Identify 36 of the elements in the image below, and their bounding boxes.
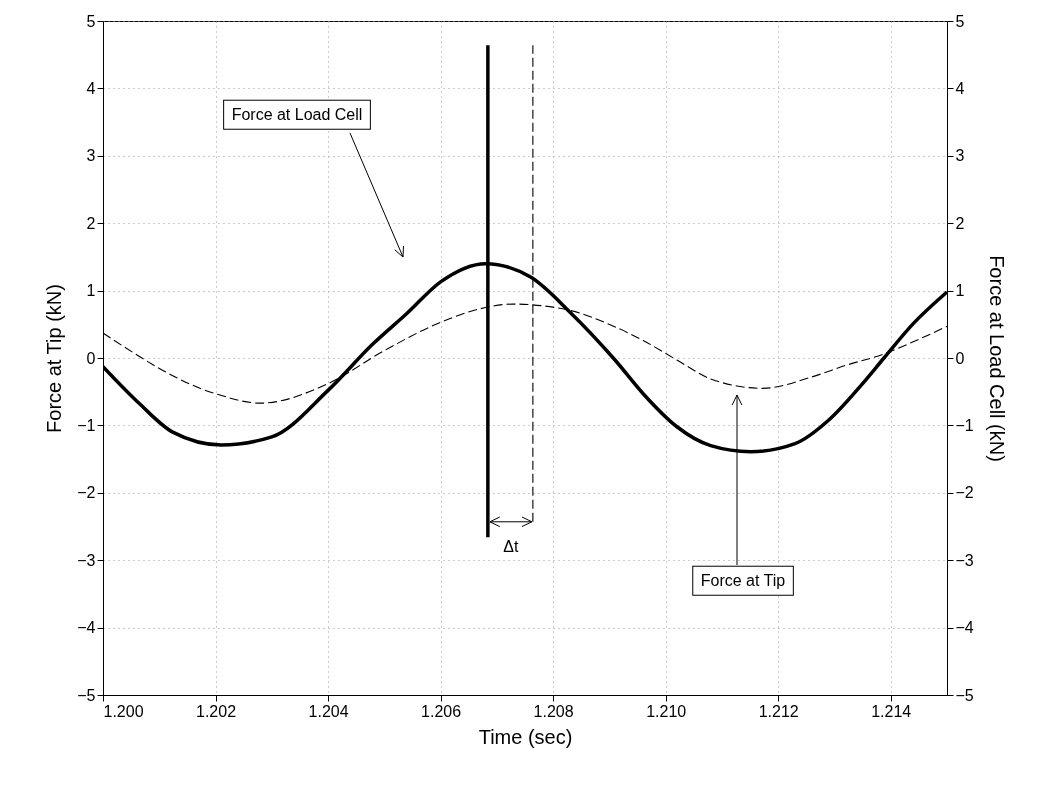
y-tick-label: 1	[86, 282, 96, 300]
x-axis-title: Time (sec)	[478, 725, 573, 748]
x-tick-label: 1.204	[308, 702, 349, 720]
y-tick-label: 0	[86, 349, 96, 367]
y-axis-title: Force at Tip (kN)	[43, 284, 66, 433]
y2-tick-label: 2	[955, 214, 965, 232]
y-tick-label: −4	[77, 619, 96, 637]
y2-tick-label: 1	[955, 282, 965, 300]
y-tick-label: 5	[86, 12, 96, 30]
y-tick-label: 2	[86, 214, 96, 232]
y2-axis-title: Force at Load Cell (kN)	[985, 255, 1008, 462]
y2-tick-label: −1	[955, 416, 974, 434]
y-tick-label: 4	[86, 79, 96, 97]
x-tick-label: 1.206	[421, 702, 462, 720]
y2-tick-label: −4	[955, 619, 974, 637]
y2-tick-label: −3	[955, 551, 974, 569]
y2-tick-label: −5	[955, 686, 974, 704]
y2-tick-label: 4	[955, 79, 965, 97]
y-tick-label: −3	[77, 551, 96, 569]
x-tick-label: 1.208	[533, 702, 574, 720]
y-tick-label: −5	[77, 686, 96, 704]
annotation: Force at Tip	[700, 572, 786, 590]
annotation: Δt	[503, 538, 519, 556]
y2-tick-label: 5	[955, 12, 965, 30]
y2-tick-label: −2	[955, 484, 974, 502]
y2-tick-label: 3	[955, 147, 965, 165]
y-tick-label: −1	[77, 416, 96, 434]
annotation: Force at Load Cell	[231, 106, 363, 124]
x-tick-label: 1.202	[196, 702, 237, 720]
x-tick-label: 1.214	[871, 702, 912, 720]
y-tick-label: −2	[77, 484, 96, 502]
x-tick-label: 1.210	[646, 702, 687, 720]
x-tick-label: 1.200	[103, 702, 144, 720]
y-tick-label: 3	[86, 147, 96, 165]
y2-tick-label: 0	[955, 349, 965, 367]
x-tick-label: 1.212	[758, 702, 799, 720]
